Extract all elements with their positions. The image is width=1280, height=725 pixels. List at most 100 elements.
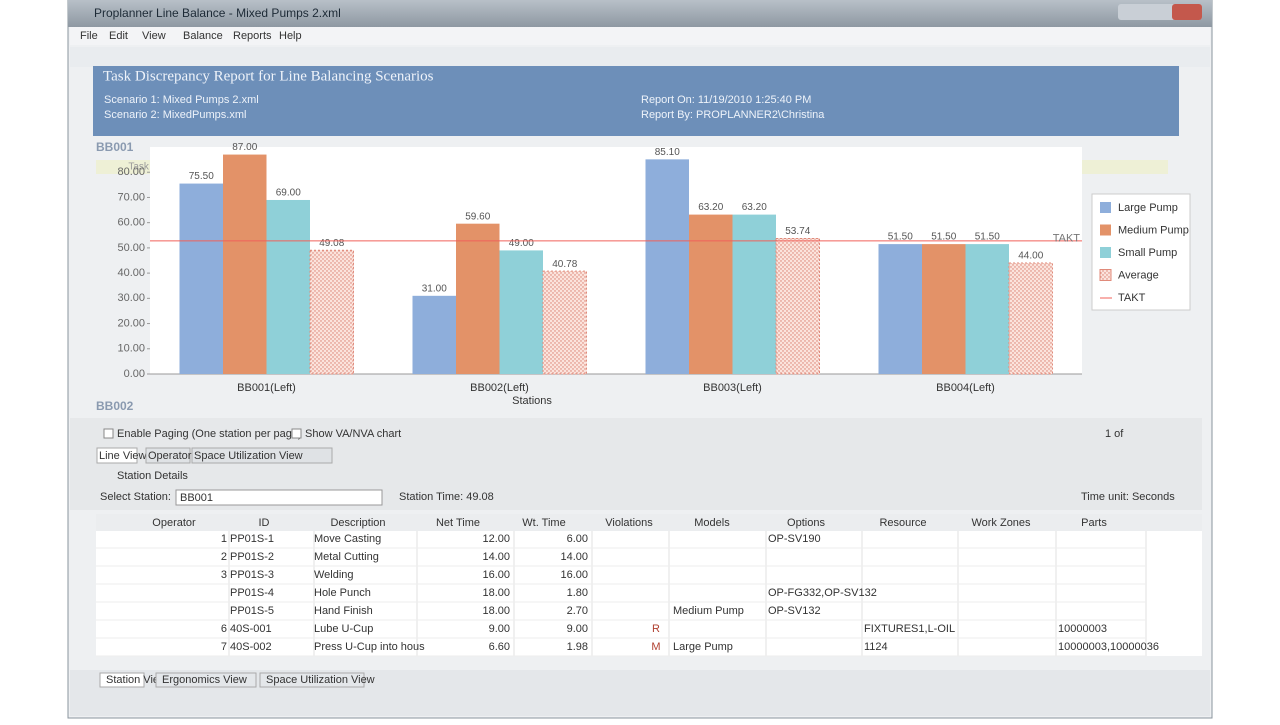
cell: 6.60 [489, 641, 510, 653]
x-tick-label: BB002(Left) [470, 382, 529, 394]
cell: 40S-002 [230, 641, 272, 653]
column-header[interactable]: Operator [152, 517, 196, 529]
tab[interactable] [155, 672, 257, 688]
bar [965, 244, 1009, 374]
report-header [93, 66, 1179, 136]
column-header[interactable]: Description [330, 517, 385, 529]
cell: 10000003,10000036 [1058, 641, 1159, 653]
cell: OP-FG332,OP-SV132 [768, 587, 877, 599]
cell: 1 [221, 533, 227, 545]
menu-item[interactable]: File [80, 30, 98, 42]
value-label: 31.00 [422, 283, 447, 294]
bar [309, 249, 354, 375]
value-label: 63.20 [742, 202, 767, 213]
column-header[interactable]: Wt. Time [522, 517, 565, 529]
tab[interactable] [99, 672, 145, 688]
cell: PP01S-1 [230, 533, 274, 545]
y-tick-label: 80.00 [117, 166, 145, 178]
column-header[interactable]: Net Time [436, 517, 480, 529]
cell: 6.00 [567, 533, 588, 545]
tab[interactable] [191, 447, 333, 464]
cell: OP-SV132 [768, 605, 821, 617]
legend-swatch [1100, 224, 1111, 236]
cell: 16.00 [560, 569, 588, 581]
column-header[interactable]: Options [787, 517, 825, 529]
tab-label[interactable]: Space Utilization View [194, 450, 303, 462]
field-label: Select Station: [100, 491, 171, 503]
cell: 3 [221, 569, 227, 581]
bar [456, 223, 500, 374]
value-label: 44.00 [1018, 251, 1043, 262]
menu-item[interactable]: Edit [109, 30, 128, 42]
bar [878, 244, 922, 374]
cell: R [652, 623, 660, 635]
tab[interactable] [96, 447, 138, 464]
tab-label[interactable]: Station View [106, 674, 167, 686]
window-controls[interactable] [1118, 4, 1202, 20]
group-title: Station Details [117, 470, 188, 482]
y-tick-label: 60.00 [117, 217, 145, 229]
legend-swatch [1100, 202, 1111, 213]
cell: FIXTURES1,L-OIL [864, 623, 955, 635]
cell: Large Pump [673, 641, 733, 653]
task-table [96, 514, 1202, 656]
tab-label[interactable]: Space Utilization View [266, 674, 375, 686]
cell: 7 [221, 641, 227, 653]
y-tick-label: 0.00 [124, 368, 145, 380]
bar [645, 159, 689, 374]
legend-swatch [1100, 247, 1111, 258]
column-header[interactable]: ID [259, 517, 270, 529]
cell: 9.00 [567, 623, 588, 635]
station-value[interactable]: BB001 [180, 492, 213, 504]
value-label: 75.50 [189, 171, 214, 182]
column-header[interactable]: Parts [1081, 517, 1107, 529]
cell: 10000003 [1058, 623, 1107, 635]
bar [266, 199, 310, 374]
column-header[interactable]: Models [694, 517, 730, 529]
checkbox-label[interactable]: Show VA/NVA chart [305, 428, 401, 440]
cell: 2 [221, 551, 227, 563]
legend-label: Small Pump [1118, 247, 1177, 259]
menu-item[interactable]: Help [279, 30, 302, 42]
checkbox[interactable] [103, 428, 114, 439]
menu-item[interactable]: Reports [233, 30, 272, 42]
cell: Hand Finish [314, 605, 373, 617]
value-label: 53.74 [785, 226, 810, 237]
tab-label[interactable]: Ergonomics View [162, 674, 247, 686]
cell: 18.00 [482, 605, 510, 617]
cell: 18.00 [482, 587, 510, 599]
cell: 16.00 [482, 569, 510, 581]
y-tick-label: 70.00 [117, 191, 145, 203]
cell: OP-SV190 [768, 533, 821, 545]
column-header[interactable]: Violations [605, 517, 653, 529]
bar [922, 244, 966, 374]
value-label: 49.08 [319, 238, 344, 249]
menu-item[interactable]: View [142, 30, 166, 42]
checkbox[interactable] [291, 428, 302, 439]
bar [732, 214, 776, 374]
section-label: BB001 [96, 140, 134, 154]
menu-bar [70, 27, 1210, 45]
station-select[interactable] [175, 489, 383, 506]
tab[interactable] [259, 672, 365, 688]
tab[interactable] [145, 447, 191, 464]
bar [179, 183, 223, 374]
cell: Hole Punch [314, 587, 371, 599]
cell: Metal Cutting [314, 551, 379, 563]
bar [499, 250, 543, 374]
checkbox-label[interactable]: Enable Paging (One station per page) [117, 428, 302, 440]
cell: Lube U-Cup [314, 623, 373, 635]
x-tick-label: BB003(Left) [703, 382, 762, 394]
bar [1008, 262, 1053, 375]
title-bar [68, 0, 1212, 27]
column-header[interactable]: Work Zones [971, 517, 1031, 529]
menu-item[interactable]: Balance [183, 30, 223, 42]
x-tick-label: BB001(Left) [237, 382, 296, 394]
bar [223, 154, 267, 374]
toolbar [70, 47, 1210, 67]
legend-label: TAKT [1118, 292, 1146, 304]
cell: PP01S-2 [230, 551, 274, 563]
tab-label[interactable]: Line View [99, 450, 147, 462]
legend-label: Large Pump [1118, 202, 1178, 214]
column-header[interactable]: Resource [879, 517, 926, 529]
